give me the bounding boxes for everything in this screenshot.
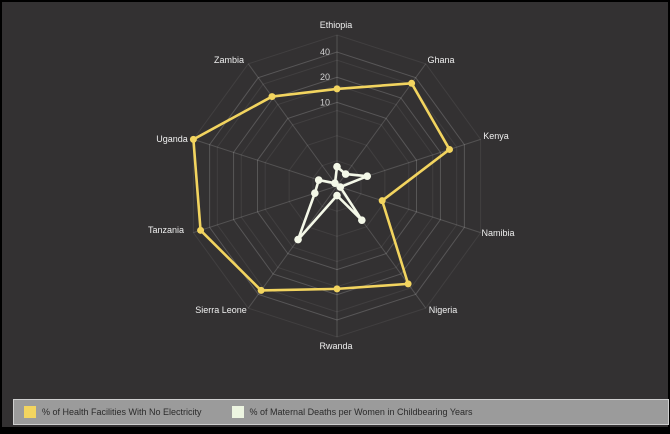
data-point-s1-zambia[interactable] [331,179,339,188]
category-label-rwanda: Rwanda [319,341,352,351]
data-point-s0-namibia[interactable] [378,197,386,205]
series-polygon-1 [296,165,369,241]
legend-swatch-health-facilities [24,406,36,418]
data-point-s0-rwanda[interactable] [333,285,341,293]
radar-chart: 10 20 40 Ethiopia Ghana Kenya Namibia Nigeria Rw… [2,2,668,394]
data-point-s0-ghana[interactable] [408,79,416,87]
legend-swatch-maternal-deaths [231,406,244,418]
data-point-s0-kenya[interactable] [446,145,454,153]
data-point-s1-namibia[interactable] [336,183,345,191]
data-point-s1-rwanda[interactable] [333,191,341,200]
axis-spoke-zambia [247,63,338,187]
data-point-s1-sierra-leone[interactable] [294,235,302,244]
grid-ring-20 [233,76,441,296]
category-label-ethiopia: Ethiopia [320,20,353,30]
axis-spoke-uganda [193,138,338,187]
category-label-kenya: Kenya [483,131,509,141]
grid-ring-minor-4 [288,135,386,237]
data-point-s0-nigeria[interactable] [404,280,412,288]
legend: % of Health Facilities With No Electrici… [13,399,669,425]
legend-label-maternal-deaths: % of Maternal Deaths per Women in Childb… [249,407,473,417]
category-label-namibia: Namibia [481,228,514,238]
axis-tick-20: 20 [320,72,330,82]
radar-chart-svg: 10 20 40 Ethiopia Ghana Kenya Namibia Nigeria Rw… [148,20,515,351]
legend-item-maternal-deaths[interactable]: % of Maternal Deaths per Women in Childb… [231,406,473,418]
category-label-uganda: Uganda [156,134,188,144]
axis-spoke-namibia [336,185,481,234]
legend-label-health-facilities: % of Health Facilities With No Electrici… [42,407,202,417]
category-label-ghana: Ghana [427,55,454,65]
category-label-nigeria: Nigeria [429,305,458,315]
category-label-tanzania: Tanzania [148,225,184,235]
data-point-s1-kenya[interactable] [363,172,372,180]
data-point-s0-ethiopia[interactable] [333,85,341,93]
category-label-zambia: Zambia [214,55,244,65]
data-point-s0-tanzania[interactable] [197,226,205,234]
data-point-s1-tanzania[interactable] [311,189,319,198]
grid-ring-minor-64 [192,34,482,338]
grid-ring-minor-8 [264,109,410,263]
data-point-s0-uganda[interactable] [189,135,197,143]
axis-tick-10: 10 [320,97,330,107]
category-label-sierra-leone: Sierra Leone [195,305,247,315]
data-point-s1-uganda[interactable] [314,176,323,184]
data-point-s1-ghana[interactable] [341,170,350,178]
data-point-s1-ethiopia[interactable] [333,162,341,171]
data-point-s1-nigeria[interactable] [358,216,366,224]
data-point-s0-sierra-leone[interactable] [257,286,265,294]
legend-item-health-facilities[interactable]: % of Health Facilities With No Electrici… [24,406,202,418]
chart-panel: 10 20 40 Ethiopia Ghana Kenya Namibia Nigeria Rw… [2,2,669,427]
grid-ring-minor-32 [216,59,458,313]
data-point-s0-zambia[interactable] [268,93,276,101]
grid-ring-10 [256,101,418,271]
axis-tick-40: 40 [320,47,330,57]
